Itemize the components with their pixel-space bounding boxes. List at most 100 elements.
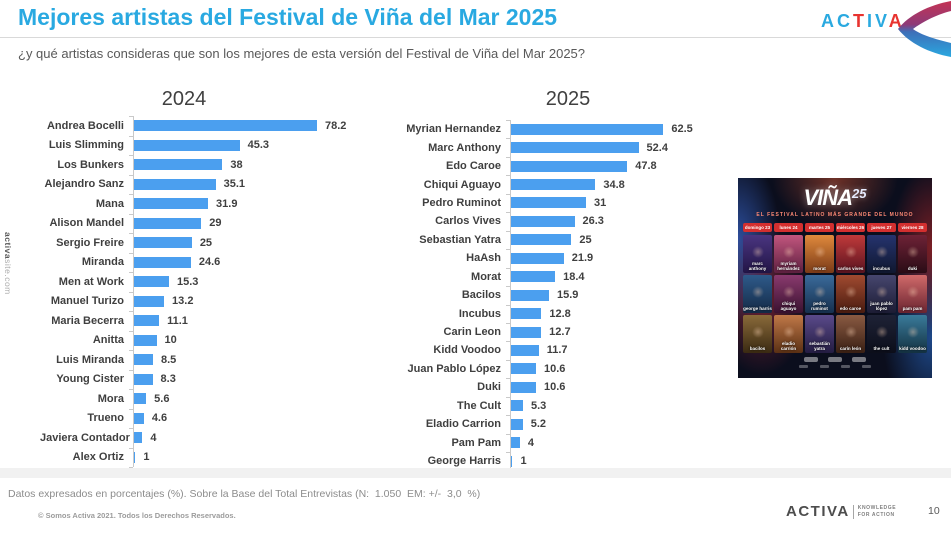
poster-artist-name: morat bbox=[813, 265, 826, 271]
poster-artist-name: kidd voodoo bbox=[899, 345, 926, 351]
poster-artist-cell: incubus bbox=[867, 235, 896, 273]
bar bbox=[133, 159, 223, 171]
bar bbox=[133, 412, 144, 424]
axis-tick bbox=[506, 156, 510, 158]
chart-row: Eladio Carrion 5.2 bbox=[393, 415, 733, 433]
activa-logo-letter: V bbox=[875, 11, 889, 31]
value-label: 8.3 bbox=[160, 373, 176, 386]
value-label: 1 bbox=[143, 451, 150, 464]
poster-artist-cell: carín león bbox=[836, 315, 865, 353]
value-label: 4.6 bbox=[151, 412, 168, 425]
category-label: Juan Pablo López bbox=[407, 362, 501, 375]
poster-artist-cell: juan pablo lópez bbox=[867, 275, 896, 313]
chart-row: Miranda 24.6 bbox=[40, 253, 378, 273]
poster-sponsor-logos-row-2 bbox=[738, 365, 932, 368]
axis-tick bbox=[129, 389, 133, 390]
header-divider bbox=[0, 37, 951, 38]
axis-tick bbox=[129, 252, 133, 254]
y-axis-line bbox=[510, 120, 511, 471]
value-label: 12.8 bbox=[549, 307, 571, 320]
category-label: Carlos Vives bbox=[435, 215, 501, 228]
category-label: Los Bunkers bbox=[57, 158, 124, 171]
poster-artist-name: pam pam bbox=[902, 305, 923, 311]
value-label: 26.3 bbox=[582, 215, 604, 228]
activa-logo-letter: A bbox=[821, 11, 837, 31]
poster-artist-name: carín león bbox=[839, 345, 862, 351]
vina-25-poster-image: VIÑA25 EL FESTIVAL LATINO MÁS GRANDE DEL… bbox=[738, 178, 932, 378]
bar bbox=[133, 276, 169, 288]
poster-artist-cell: morat bbox=[805, 235, 834, 273]
chart-row: Myrian Hernandez 62.5 bbox=[393, 120, 733, 138]
value-label: 4 bbox=[527, 436, 534, 449]
bar bbox=[133, 295, 165, 307]
chart-row: Marc Anthony 52.4 bbox=[393, 138, 733, 156]
axis-tick bbox=[129, 155, 133, 156]
category-label: Trueno bbox=[87, 412, 124, 425]
poster-artist-cell: edo caroe bbox=[836, 275, 865, 313]
category-label: Maria Becerra bbox=[51, 314, 124, 327]
bar bbox=[510, 400, 523, 412]
bar bbox=[133, 256, 191, 268]
bar bbox=[510, 179, 596, 191]
footer-tagline: KNOWLEDGE FOR ACTION bbox=[858, 505, 896, 519]
poster-artist-cell: the cult bbox=[867, 315, 896, 353]
value-label: 24.6 bbox=[198, 256, 221, 269]
bar bbox=[133, 451, 136, 463]
chart-row: Pedro Ruminot 31 bbox=[393, 194, 733, 212]
bar bbox=[510, 142, 639, 154]
poster-artist-cell: george harris bbox=[743, 275, 772, 313]
category-label: George Harris bbox=[427, 455, 501, 468]
axis-tick bbox=[506, 304, 510, 306]
value-label: 29 bbox=[209, 217, 222, 230]
bar bbox=[133, 198, 209, 210]
chart-row: Carlos Vives 26.3 bbox=[393, 212, 733, 230]
value-label: 18.4 bbox=[563, 270, 585, 283]
category-label: Edo Caroe bbox=[445, 160, 501, 173]
poster-artist-cell: myriam hernández bbox=[774, 235, 803, 273]
survey-question-subtitle: ¿y qué artistas consideras que son los m… bbox=[18, 46, 586, 61]
axis-tick bbox=[506, 322, 510, 324]
poster-subtitle: EL FESTIVAL LATINO MÁS GRANDE DEL MUNDO bbox=[756, 212, 914, 218]
chart-row: Incubus 12.8 bbox=[393, 304, 733, 322]
category-label: Pedro Ruminot bbox=[422, 196, 501, 209]
sponsor-logo bbox=[862, 365, 871, 368]
value-label: 11.7 bbox=[546, 344, 568, 357]
bar bbox=[133, 334, 157, 346]
site-url-domain-part: site.com bbox=[3, 259, 13, 295]
axis-tick bbox=[129, 291, 133, 293]
poster-artist-name: myriam hernández bbox=[777, 260, 800, 271]
poster-day-label: domingo 23 bbox=[743, 223, 772, 232]
bar bbox=[133, 139, 240, 151]
page-number: 10 bbox=[928, 505, 940, 517]
category-label: The Cult bbox=[457, 399, 501, 412]
poster-artist-name: pedro ruminot bbox=[811, 300, 828, 311]
sponsor-logo bbox=[820, 365, 829, 368]
sponsor-logo bbox=[828, 357, 842, 362]
value-label: 38 bbox=[230, 158, 243, 171]
poster-artist-name: juan pablo lópez bbox=[870, 300, 893, 311]
axis-tick bbox=[506, 452, 510, 454]
chart-row: Alejandro Sanz 35.1 bbox=[40, 175, 378, 195]
value-label: 11.1 bbox=[167, 314, 188, 327]
axis-tick bbox=[129, 369, 133, 371]
axis-tick bbox=[506, 415, 510, 417]
category-label: Anitta bbox=[92, 334, 124, 347]
axis-tick bbox=[506, 396, 510, 398]
axis-tick bbox=[129, 233, 133, 234]
axis-tick bbox=[129, 447, 133, 449]
axis-tick bbox=[506, 341, 510, 343]
chart-row: Los Bunkers 38 bbox=[40, 155, 378, 175]
axis-tick bbox=[506, 286, 510, 288]
poster-artist-cell: bacilos bbox=[743, 315, 772, 353]
footer-tagline-line2: FOR ACTION bbox=[857, 511, 895, 518]
value-label: 21.9 bbox=[571, 252, 594, 265]
poster-title-row: VIÑA25 bbox=[738, 185, 932, 211]
bar bbox=[510, 437, 520, 449]
bar bbox=[510, 344, 539, 356]
chart-row: Maria Becerra 11.1 bbox=[40, 311, 378, 331]
poster-title: VIÑA bbox=[803, 185, 853, 210]
chart-row: Andrea Bocelli 78.2 bbox=[40, 116, 378, 136]
chart-row: Young Cister 8.3 bbox=[40, 370, 378, 390]
category-label: Alison Mandel bbox=[49, 217, 124, 230]
category-label: Chiqui Aguayo bbox=[423, 178, 501, 191]
